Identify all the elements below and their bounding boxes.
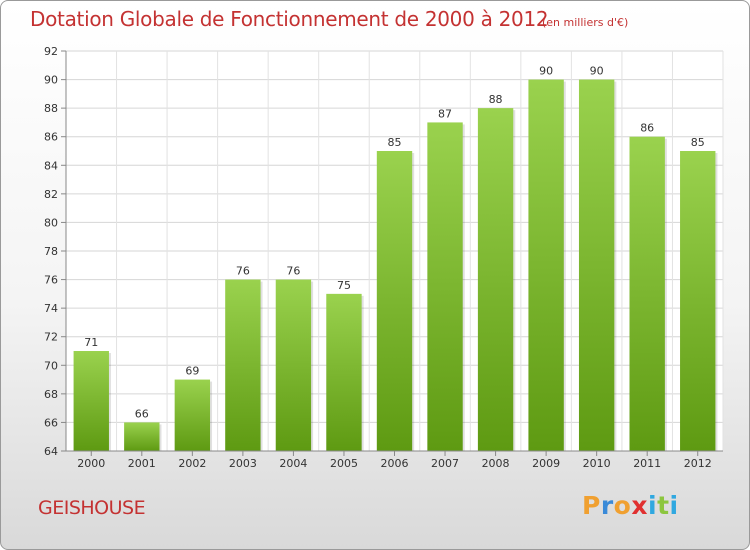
x-tick-label: 2008 bbox=[482, 457, 510, 470]
chart-title: Dotation Globale de Fonctionnement de 20… bbox=[30, 7, 549, 31]
bar[interactable] bbox=[326, 293, 362, 451]
y-tick-label: 80 bbox=[44, 216, 58, 229]
bar[interactable] bbox=[376, 151, 413, 451]
x-tick-label: 2000 bbox=[77, 457, 105, 470]
y-tick-label: 78 bbox=[44, 245, 58, 258]
x-tick-label: 2004 bbox=[279, 457, 307, 470]
bar-value-label: 88 bbox=[489, 93, 503, 106]
bar-value-label: 85 bbox=[388, 136, 402, 149]
y-tick-label: 84 bbox=[44, 159, 58, 172]
x-tick-label: 2010 bbox=[583, 457, 611, 470]
bar[interactable] bbox=[275, 279, 312, 451]
y-tick-label: 76 bbox=[44, 274, 58, 287]
bar-value-label: 86 bbox=[640, 122, 654, 135]
bar[interactable] bbox=[124, 422, 160, 451]
bar-value-label: 90 bbox=[590, 65, 604, 78]
x-tick-label: 2003 bbox=[229, 457, 257, 470]
bar-value-label: 76 bbox=[236, 265, 250, 278]
x-tick-label: 2009 bbox=[532, 457, 560, 470]
bar[interactable] bbox=[680, 151, 716, 451]
y-tick-label: 66 bbox=[44, 416, 58, 429]
x-tick-label: 2012 bbox=[684, 457, 712, 470]
proxiti-logo[interactable]: Proxiti bbox=[582, 491, 679, 520]
x-tick-label: 2006 bbox=[381, 457, 409, 470]
logo-letter: t bbox=[657, 491, 670, 520]
y-tick-label: 64 bbox=[44, 445, 58, 458]
bar[interactable] bbox=[528, 79, 564, 452]
logo-letter: i bbox=[669, 491, 679, 520]
bar[interactable] bbox=[174, 379, 211, 451]
bar-value-label: 75 bbox=[337, 279, 351, 292]
y-tick-label: 92 bbox=[44, 45, 58, 58]
x-tick-label: 2005 bbox=[330, 457, 358, 470]
commune-name: GEISHOUSE bbox=[38, 497, 146, 519]
bar-value-label: 87 bbox=[438, 107, 452, 120]
logo-letter: i bbox=[648, 491, 658, 520]
logo-letter: o bbox=[613, 491, 632, 520]
bar[interactable] bbox=[427, 122, 463, 451]
logo-letter: x bbox=[631, 491, 648, 520]
x-tick-label: 2002 bbox=[178, 457, 206, 470]
logo-letter: P bbox=[582, 491, 601, 520]
y-tick-label: 74 bbox=[44, 302, 58, 315]
bar[interactable] bbox=[477, 108, 514, 452]
x-tick-label: 2011 bbox=[633, 457, 661, 470]
y-tick-label: 68 bbox=[44, 388, 58, 401]
bar-value-label: 66 bbox=[135, 407, 149, 420]
bar[interactable] bbox=[578, 79, 615, 452]
x-tick-label: 2001 bbox=[128, 457, 156, 470]
bar-value-label: 85 bbox=[691, 136, 705, 149]
x-tick-label: 2007 bbox=[431, 457, 459, 470]
y-tick-label: 72 bbox=[44, 331, 58, 344]
bar[interactable] bbox=[629, 136, 665, 451]
bar-value-label: 76 bbox=[286, 265, 300, 278]
bar[interactable] bbox=[225, 279, 261, 451]
y-tick-label: 90 bbox=[44, 74, 58, 87]
y-tick-label: 70 bbox=[44, 359, 58, 372]
bar-value-label: 71 bbox=[84, 336, 98, 349]
y-tick-label: 88 bbox=[44, 102, 58, 115]
bar-value-label: 69 bbox=[185, 365, 199, 378]
y-tick-label: 86 bbox=[44, 131, 58, 144]
chart-subtitle: (en milliers d'€) bbox=[542, 16, 629, 29]
y-tick-label: 82 bbox=[44, 188, 58, 201]
bar-value-label: 90 bbox=[539, 65, 553, 78]
logo-letter: r bbox=[600, 491, 614, 520]
bar[interactable] bbox=[73, 351, 109, 451]
